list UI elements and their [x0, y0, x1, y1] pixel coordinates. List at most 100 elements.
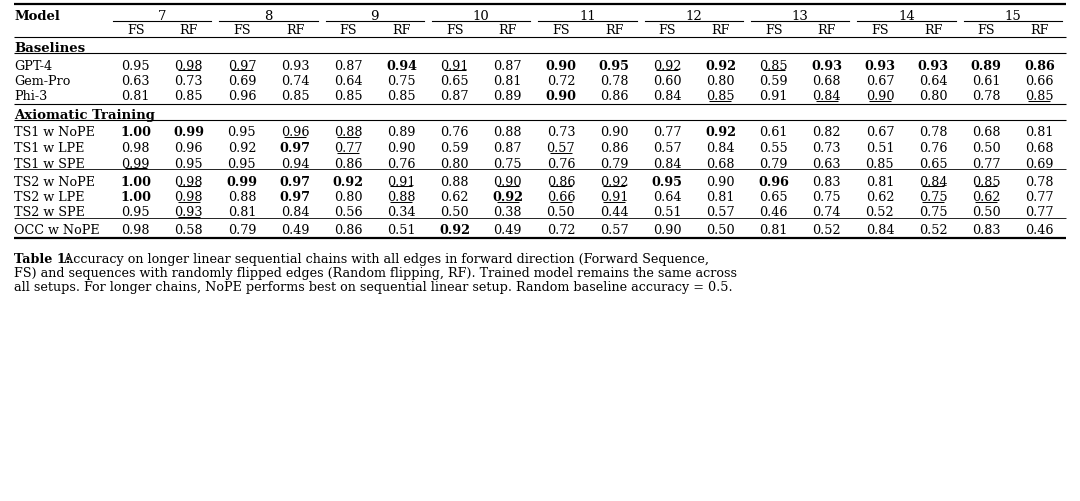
Text: 1.00: 1.00 — [120, 190, 151, 203]
Text: TS2 w NoPE: TS2 w NoPE — [14, 175, 95, 188]
Text: 0.91: 0.91 — [388, 175, 416, 188]
Text: 0.93: 0.93 — [281, 60, 309, 72]
Text: 0.76: 0.76 — [919, 142, 947, 155]
Text: Table 1:: Table 1: — [14, 253, 70, 266]
Text: 0.84: 0.84 — [812, 90, 841, 103]
Text: 0.49: 0.49 — [281, 224, 309, 237]
Text: 0.50: 0.50 — [706, 224, 734, 237]
Text: 0.89: 0.89 — [494, 90, 522, 103]
Text: 0.87: 0.87 — [494, 142, 522, 155]
Text: RF: RF — [712, 25, 730, 38]
Text: 0.34: 0.34 — [387, 206, 416, 219]
Text: 0.95: 0.95 — [121, 60, 150, 72]
Text: 0.94: 0.94 — [386, 60, 417, 72]
Text: TS1 w SPE: TS1 w SPE — [14, 157, 84, 170]
Text: 0.81: 0.81 — [494, 75, 522, 88]
Text: FS: FS — [552, 25, 569, 38]
Text: 0.79: 0.79 — [599, 157, 629, 170]
Text: 0.65: 0.65 — [441, 75, 469, 88]
Text: 0.85: 0.85 — [759, 60, 788, 72]
Text: 0.98: 0.98 — [175, 190, 203, 203]
Text: GPT-4: GPT-4 — [14, 60, 52, 72]
Text: 0.92: 0.92 — [492, 190, 523, 203]
Text: RF: RF — [286, 25, 305, 38]
Text: 8: 8 — [265, 10, 272, 23]
Text: 0.75: 0.75 — [494, 157, 522, 170]
Text: 0.74: 0.74 — [281, 75, 309, 88]
Text: 0.85: 0.85 — [706, 90, 734, 103]
Text: TS2 w LPE: TS2 w LPE — [14, 190, 84, 203]
Text: 0.76: 0.76 — [441, 126, 469, 139]
Text: 0.68: 0.68 — [706, 157, 734, 170]
Text: Axiomatic Training: Axiomatic Training — [14, 109, 154, 122]
Text: 10: 10 — [473, 10, 489, 23]
Text: FS: FS — [446, 25, 463, 38]
Text: 12: 12 — [686, 10, 702, 23]
Text: 0.77: 0.77 — [334, 142, 363, 155]
Text: OCC w NoPE: OCC w NoPE — [14, 224, 99, 237]
Text: 9: 9 — [370, 10, 379, 23]
Text: Accuracy on longer linear sequential chains with all edges in forward direction : Accuracy on longer linear sequential cha… — [60, 253, 710, 266]
Text: TS2 w SPE: TS2 w SPE — [14, 206, 85, 219]
Text: 0.93: 0.93 — [864, 60, 895, 72]
Text: 0.84: 0.84 — [706, 142, 734, 155]
Text: 0.92: 0.92 — [705, 126, 735, 139]
Text: 0.65: 0.65 — [759, 190, 788, 203]
Text: 0.73: 0.73 — [812, 142, 841, 155]
Text: 0.76: 0.76 — [546, 157, 576, 170]
Text: 0.69: 0.69 — [228, 75, 256, 88]
Text: 0.91: 0.91 — [441, 60, 469, 72]
Text: 0.74: 0.74 — [812, 206, 841, 219]
Text: 0.86: 0.86 — [334, 157, 363, 170]
Text: 0.81: 0.81 — [866, 175, 894, 188]
Text: 0.93: 0.93 — [175, 206, 203, 219]
Text: 0.75: 0.75 — [919, 190, 947, 203]
Text: 0.77: 0.77 — [1025, 190, 1054, 203]
Text: FS: FS — [977, 25, 995, 38]
Text: RF: RF — [605, 25, 623, 38]
Text: 0.99: 0.99 — [227, 175, 257, 188]
Text: 0.51: 0.51 — [866, 142, 894, 155]
Text: 0.86: 0.86 — [546, 175, 576, 188]
Text: 1.00: 1.00 — [120, 126, 151, 139]
Text: 0.93: 0.93 — [918, 60, 948, 72]
Text: 0.85: 0.85 — [175, 90, 203, 103]
Text: 0.78: 0.78 — [972, 90, 1000, 103]
Text: 0.79: 0.79 — [759, 157, 787, 170]
Text: RF: RF — [499, 25, 517, 38]
Text: 0.83: 0.83 — [972, 224, 1000, 237]
Text: RF: RF — [818, 25, 836, 38]
Text: 0.87: 0.87 — [494, 60, 522, 72]
Text: 0.75: 0.75 — [812, 190, 841, 203]
Text: 0.89: 0.89 — [387, 126, 416, 139]
Text: 0.63: 0.63 — [812, 157, 841, 170]
Text: 0.50: 0.50 — [441, 206, 469, 219]
Text: 0.96: 0.96 — [281, 126, 309, 139]
Text: 0.61: 0.61 — [972, 75, 1000, 88]
Text: 0.84: 0.84 — [653, 157, 681, 170]
Text: 0.86: 0.86 — [334, 224, 363, 237]
Text: 0.64: 0.64 — [653, 190, 681, 203]
Text: 0.72: 0.72 — [546, 75, 576, 88]
Text: 0.85: 0.85 — [865, 157, 894, 170]
Text: 0.99: 0.99 — [173, 126, 204, 139]
Text: 0.76: 0.76 — [387, 157, 416, 170]
Text: 0.98: 0.98 — [121, 142, 150, 155]
Text: 0.85: 0.85 — [281, 90, 309, 103]
Text: 0.86: 0.86 — [599, 142, 629, 155]
Text: 0.98: 0.98 — [175, 60, 203, 72]
Text: 0.52: 0.52 — [919, 224, 947, 237]
Text: 0.98: 0.98 — [121, 224, 150, 237]
Text: 0.96: 0.96 — [175, 142, 203, 155]
Text: 0.63: 0.63 — [121, 75, 150, 88]
Text: 0.97: 0.97 — [228, 60, 256, 72]
Text: 0.69: 0.69 — [1025, 157, 1054, 170]
Text: 0.68: 0.68 — [1025, 142, 1054, 155]
Text: 0.50: 0.50 — [972, 142, 1000, 155]
Text: 0.79: 0.79 — [228, 224, 256, 237]
Text: 0.88: 0.88 — [228, 190, 256, 203]
Text: 0.91: 0.91 — [759, 90, 787, 103]
Text: 0.51: 0.51 — [387, 224, 416, 237]
Text: 0.90: 0.90 — [545, 60, 577, 72]
Text: 0.46: 0.46 — [759, 206, 787, 219]
